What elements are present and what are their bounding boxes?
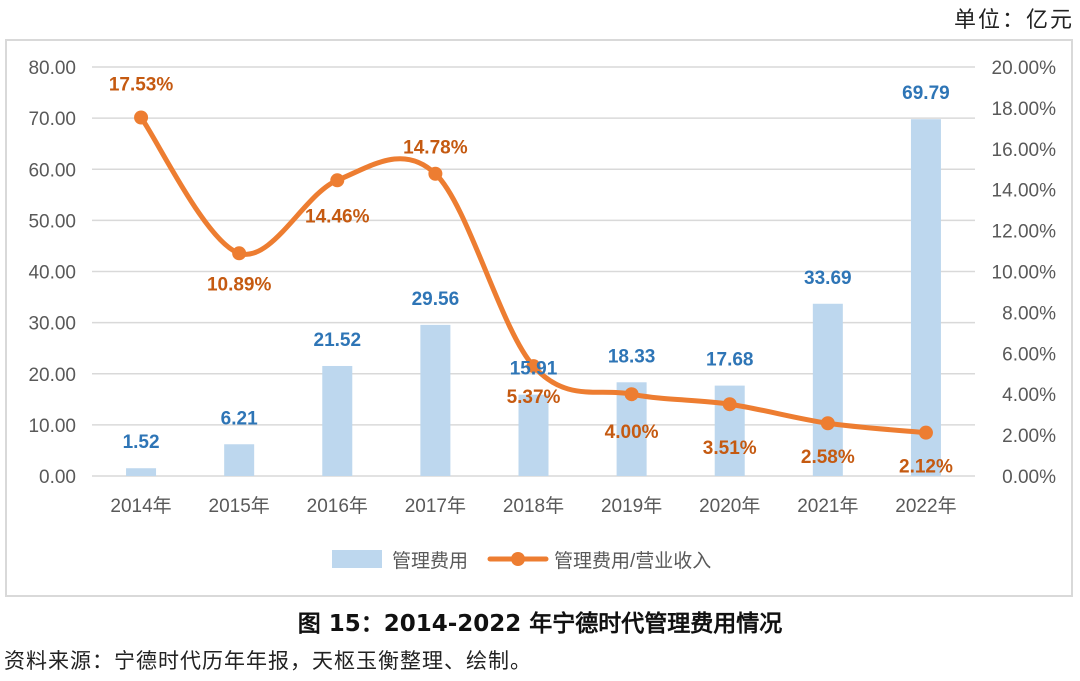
left-tick-label: 0.00 bbox=[39, 467, 76, 488]
right-tick-label: 4.00% bbox=[1002, 385, 1056, 406]
bar-value-label: 6.21 bbox=[221, 408, 258, 429]
bar-data-labels: 1.52 6.21 21.52 29.56 15.91 18.33 17.68 33.69 69… bbox=[123, 83, 950, 453]
legend-marker bbox=[511, 552, 525, 566]
chart-frame bbox=[5, 39, 1073, 597]
right-tick-label: 2.00% bbox=[1002, 426, 1056, 447]
bar bbox=[910, 119, 941, 477]
line-value-label: 17.53% bbox=[109, 75, 174, 96]
x-tick-label: 2014年 bbox=[110, 495, 171, 517]
legend-label-bar: 管理费用 bbox=[392, 550, 468, 572]
legend-swatch-bar bbox=[332, 550, 382, 568]
left-tick-label: 80.00 bbox=[28, 58, 76, 79]
line-value-label: 2.12% bbox=[899, 457, 953, 478]
x-axis: 2014年 2015年 2016年 2017年 2018年 2019年 2020年 2021年… bbox=[110, 495, 956, 517]
bar-value-label: 69.79 bbox=[902, 83, 950, 104]
legend: 管理费用 管理费用/营业收入 bbox=[332, 550, 711, 572]
bar bbox=[224, 444, 255, 476]
figure-caption: 图 15：2014-2022 年宁德时代管理费用情况 bbox=[297, 611, 783, 637]
right-tick-label: 14.00% bbox=[992, 181, 1057, 202]
line-value-label: 5.37% bbox=[507, 387, 561, 408]
bar bbox=[420, 324, 451, 476]
right-tick-label: 18.00% bbox=[992, 99, 1057, 120]
right-tick-label: 0.00% bbox=[1002, 467, 1056, 488]
line-path bbox=[138, 115, 929, 436]
line-marker bbox=[918, 425, 933, 440]
line-marker bbox=[722, 397, 737, 412]
x-tick-label: 2019年 bbox=[601, 495, 662, 517]
line-marker bbox=[134, 110, 149, 125]
unit-label: 单位：亿元 bbox=[953, 8, 1074, 33]
line-marker bbox=[526, 359, 541, 374]
source-note: 资料来源：宁德时代历年年报，天枢玉衡整理、绘制。 bbox=[4, 649, 532, 673]
line-value-label: 4.00% bbox=[605, 422, 659, 443]
line-value-label: 2.58% bbox=[801, 447, 855, 468]
bar bbox=[126, 468, 157, 476]
bar-value-label: 1.52 bbox=[123, 432, 160, 453]
line-value-label: 10.89% bbox=[207, 274, 272, 295]
line-value-label: 14.78% bbox=[403, 138, 468, 159]
x-tick-label: 2017年 bbox=[405, 495, 466, 517]
x-tick-label: 2015年 bbox=[209, 495, 270, 517]
bar bbox=[518, 394, 549, 476]
left-tick-label: 30.00 bbox=[28, 314, 76, 335]
right-tick-label: 6.00% bbox=[1002, 344, 1056, 365]
bar-value-label: 15.91 bbox=[510, 359, 558, 380]
right-tick-label: 8.00% bbox=[1002, 303, 1056, 324]
legend-label-line: 管理费用/营业收入 bbox=[554, 550, 711, 572]
bar-value-label: 21.52 bbox=[314, 330, 362, 351]
line-marker bbox=[428, 166, 443, 181]
x-tick-label: 2020年 bbox=[699, 495, 760, 517]
left-tick-label: 70.00 bbox=[28, 109, 76, 130]
line-marker bbox=[232, 246, 247, 261]
left-tick-label: 60.00 bbox=[28, 160, 76, 181]
bar bbox=[322, 365, 353, 476]
line-data-labels: 17.53% 10.89% 14.46% 14.78% 5.37% 4.00% 3.51% 2… bbox=[109, 75, 953, 478]
bar bbox=[812, 303, 843, 476]
right-tick-label: 12.00% bbox=[992, 222, 1057, 243]
line-marker bbox=[330, 173, 345, 188]
x-tick-label: 2016年 bbox=[307, 495, 368, 517]
left-tick-label: 50.00 bbox=[28, 211, 76, 232]
left-tick-label: 40.00 bbox=[28, 263, 76, 284]
right-tick-label: 10.00% bbox=[992, 263, 1057, 284]
right-tick-label: 20.00% bbox=[992, 58, 1057, 79]
left-tick-label: 20.00 bbox=[28, 365, 76, 386]
bar-value-label: 18.33 bbox=[608, 346, 656, 367]
line-value-label: 14.46% bbox=[305, 206, 370, 227]
right-axis: 0.00% 2.00% 4.00% 6.00% 8.00% 10.00% 12.00% 14.… bbox=[992, 58, 1057, 488]
x-tick-label: 2022年 bbox=[895, 495, 956, 517]
left-tick-label: 10.00 bbox=[28, 416, 76, 437]
bar-value-label: 29.56 bbox=[412, 289, 460, 310]
line-value-label: 3.51% bbox=[703, 438, 757, 459]
line-marker bbox=[820, 416, 835, 431]
bar-value-label: 17.68 bbox=[706, 350, 754, 371]
right-tick-label: 16.00% bbox=[992, 140, 1057, 161]
bar-value-label: 33.69 bbox=[804, 268, 852, 289]
left-axis: 0.00 10.00 20.00 30.00 40.00 50.00 60.00 70.00 8… bbox=[28, 58, 76, 488]
x-tick-label: 2018年 bbox=[503, 495, 564, 517]
line-marker bbox=[624, 387, 639, 402]
x-tick-label: 2021年 bbox=[797, 495, 858, 517]
line-series bbox=[134, 110, 933, 440]
